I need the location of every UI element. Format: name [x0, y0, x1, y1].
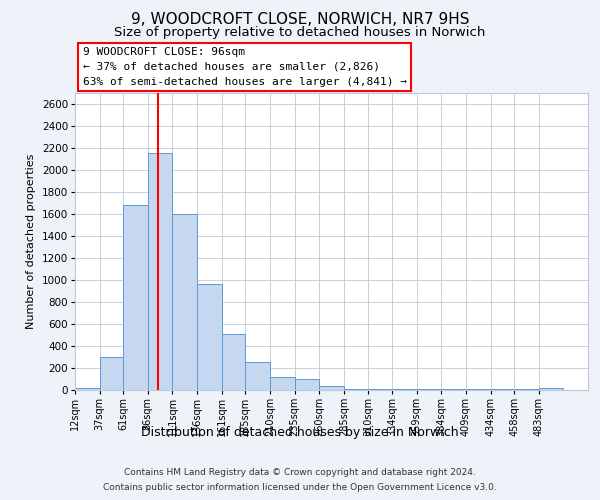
Text: Size of property relative to detached houses in Norwich: Size of property relative to detached ho… — [115, 26, 485, 39]
Bar — [75, 388, 100, 390]
Text: Distribution of detached houses by size in Norwich: Distribution of detached houses by size … — [141, 426, 459, 439]
Bar — [100, 357, 123, 390]
Bar — [245, 362, 270, 390]
Y-axis label: Number of detached properties: Number of detached properties — [26, 154, 36, 329]
Text: 9, WOODCROFT CLOSE, NORWICH, NR7 9HS: 9, WOODCROFT CLOSE, NORWICH, NR7 9HS — [131, 12, 469, 28]
Bar — [539, 388, 563, 390]
Bar — [172, 214, 197, 390]
Text: Contains public sector information licensed under the Open Government Licence v3: Contains public sector information licen… — [103, 483, 497, 492]
Bar — [295, 379, 319, 390]
Bar — [270, 377, 295, 390]
Bar — [222, 334, 245, 390]
Bar — [148, 153, 172, 390]
Text: Contains HM Land Registry data © Crown copyright and database right 2024.: Contains HM Land Registry data © Crown c… — [124, 468, 476, 477]
Text: 9 WOODCROFT CLOSE: 96sqm
← 37% of detached houses are smaller (2,826)
63% of sem: 9 WOODCROFT CLOSE: 96sqm ← 37% of detach… — [83, 47, 407, 86]
Bar — [123, 205, 148, 390]
Bar — [197, 284, 222, 390]
Bar — [319, 386, 344, 390]
